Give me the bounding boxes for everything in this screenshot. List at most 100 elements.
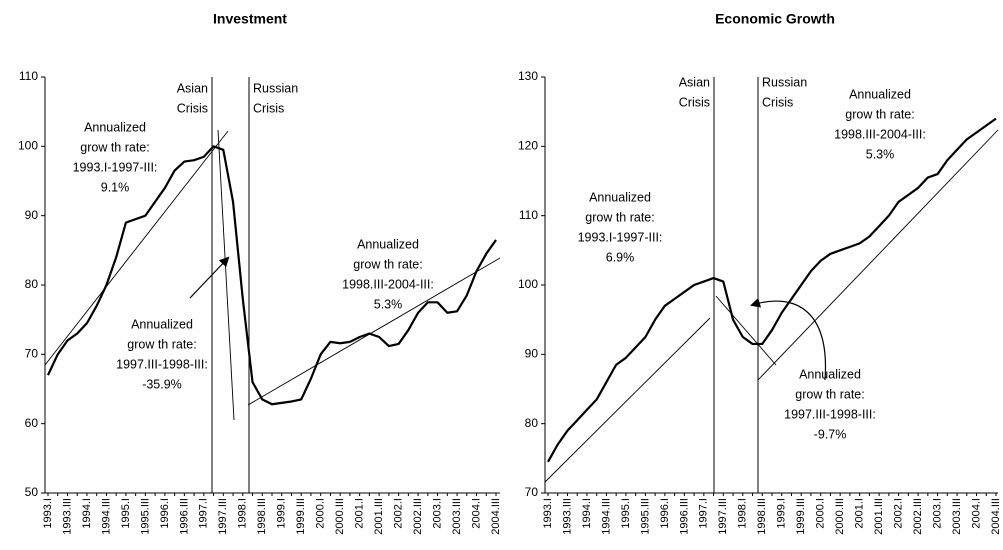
annotation: grow th rate: bbox=[585, 210, 654, 224]
x-tick-label: 1998.III bbox=[256, 498, 268, 535]
x-tick-label: 1998.I bbox=[237, 498, 249, 529]
trend-line bbox=[715, 295, 777, 366]
annotation: -9.7% bbox=[814, 427, 847, 441]
x-tick-label: 1999.I bbox=[276, 498, 288, 529]
annotation: Annualized bbox=[357, 237, 419, 251]
x-tick-label: 1993.I bbox=[542, 498, 554, 529]
y-tick-label: 70 bbox=[525, 485, 539, 499]
x-tick-label: 2004.I bbox=[970, 498, 982, 529]
x-tick-label: 1999.III bbox=[795, 498, 807, 535]
x-tick-label: 1996.I bbox=[659, 498, 671, 529]
y-tick-label: 100 bbox=[18, 139, 38, 153]
x-tick-label: 1997.I bbox=[698, 498, 710, 529]
annotation: grow th rate: bbox=[80, 140, 149, 154]
annotation: grow th rate: bbox=[795, 387, 864, 401]
x-tick-label: 1994.I bbox=[581, 498, 593, 529]
x-tick-label: 2000.III bbox=[834, 498, 846, 535]
annotation: 1998.III-2004-III: bbox=[834, 127, 926, 141]
x-tick-label: 2003.III bbox=[951, 498, 963, 535]
x-tick-label: 2004.I bbox=[470, 498, 482, 529]
x-tick-label: 2001.I bbox=[854, 498, 866, 529]
x-tick-label: 2004.III bbox=[990, 498, 1002, 535]
annotation: Russian bbox=[762, 75, 807, 89]
x-tick-label: 2001.I bbox=[354, 498, 366, 529]
annotation: Crisis bbox=[177, 101, 208, 115]
x-tick-label: 2000.I bbox=[815, 498, 827, 529]
data-line bbox=[547, 117, 997, 463]
x-tick-label: 2000.I bbox=[315, 498, 327, 529]
y-tick-label: 50 bbox=[25, 485, 39, 499]
annotation: 9.1% bbox=[101, 180, 130, 194]
x-tick-label: 1995.III bbox=[139, 498, 151, 535]
trend-line bbox=[247, 257, 501, 406]
annotation: 1993.I-1997-III: bbox=[73, 160, 158, 174]
y-tick-label: 110 bbox=[519, 208, 538, 222]
y-tick-label: 60 bbox=[25, 416, 39, 430]
annotation: Crisis bbox=[253, 101, 284, 115]
chart-title: Investment bbox=[213, 11, 287, 27]
x-tick-label: 1999.III bbox=[295, 498, 307, 535]
annotation: Russian bbox=[253, 81, 298, 95]
x-tick-label: 2004.III bbox=[490, 498, 502, 535]
data-line bbox=[47, 145, 497, 406]
annotation: Crisis bbox=[679, 95, 710, 109]
annotation: 1998.III-2004-III: bbox=[342, 277, 434, 291]
x-tick-label: 1996.III bbox=[678, 498, 690, 535]
x-tick-label: 1993.III bbox=[561, 498, 573, 535]
chart-title: Economic Growth bbox=[715, 11, 835, 27]
annotation: 1993.I-1997-III: bbox=[578, 230, 663, 244]
annotation-shapes bbox=[44, 77, 999, 493]
y-tick-label: 120 bbox=[518, 139, 538, 153]
x-tick-label: 1995.I bbox=[620, 498, 632, 529]
x-tick-label: 1997.I bbox=[198, 498, 210, 529]
y-tick-label: 110 bbox=[19, 69, 38, 83]
trend-line bbox=[544, 317, 711, 483]
annotation: Annualized bbox=[84, 120, 146, 134]
arrow bbox=[189, 256, 230, 299]
y-tick-label: 100 bbox=[518, 277, 538, 291]
arrow bbox=[750, 297, 827, 381]
annotation: Annualized bbox=[799, 367, 861, 381]
trend-line bbox=[757, 129, 999, 381]
annotation: Crisis bbox=[762, 95, 793, 109]
y-tick-label: 80 bbox=[525, 416, 539, 430]
x-tick-label: 2002.III bbox=[412, 498, 424, 535]
x-tick-label: 1994.III bbox=[100, 498, 112, 535]
x-tick-label: 1996.I bbox=[159, 498, 171, 529]
annotation: 5.3% bbox=[866, 147, 895, 161]
x-tick-label: 2001.III bbox=[373, 498, 385, 535]
y-tick-label: 130 bbox=[518, 69, 538, 83]
annotation: -35.9% bbox=[142, 377, 182, 391]
y-tick-label: 80 bbox=[25, 277, 39, 291]
x-tick-label: 1998.III bbox=[756, 498, 768, 535]
annotation: grow th rate: bbox=[845, 107, 914, 121]
x-tick-label: 1997.III bbox=[217, 498, 229, 535]
annotation: Annualized bbox=[131, 317, 193, 331]
x-tick-label: 2003.I bbox=[931, 498, 943, 529]
x-tick-label: 2000.III bbox=[334, 498, 346, 535]
x-tick-label: 2002.I bbox=[393, 498, 405, 529]
annotation: grow th rate: bbox=[353, 257, 422, 271]
annotation: Annualized bbox=[849, 87, 911, 101]
x-tick-label: 1997.III bbox=[717, 498, 729, 535]
annotation: 1997.III-1998-III: bbox=[784, 407, 876, 421]
x-tick-label: 1999.I bbox=[776, 498, 788, 529]
x-tick-label: 2001.III bbox=[873, 498, 885, 535]
y-tick-label: 70 bbox=[25, 347, 39, 361]
x-tick-label: 2002.III bbox=[912, 498, 924, 535]
x-tick-label: 1995.I bbox=[120, 498, 132, 529]
x-tick-label: 1994.I bbox=[81, 498, 93, 529]
x-tick-label: 1994.III bbox=[600, 498, 612, 535]
x-tick-label: 1993.I bbox=[42, 498, 54, 529]
annotation: Asian bbox=[679, 75, 710, 89]
x-tick-label: 1995.III bbox=[639, 498, 651, 535]
y-tick-label: 90 bbox=[25, 208, 39, 222]
x-tick-label: 1996.III bbox=[178, 498, 190, 535]
x-tick-label: 1998.I bbox=[737, 498, 749, 529]
x-tick-label: 2003.I bbox=[431, 498, 443, 529]
x-tick-label: 1993.III bbox=[61, 498, 73, 535]
x-tick-label: 2003.III bbox=[451, 498, 463, 535]
trend-line bbox=[217, 129, 235, 421]
annotation: 1997.III-1998-III: bbox=[116, 357, 208, 371]
